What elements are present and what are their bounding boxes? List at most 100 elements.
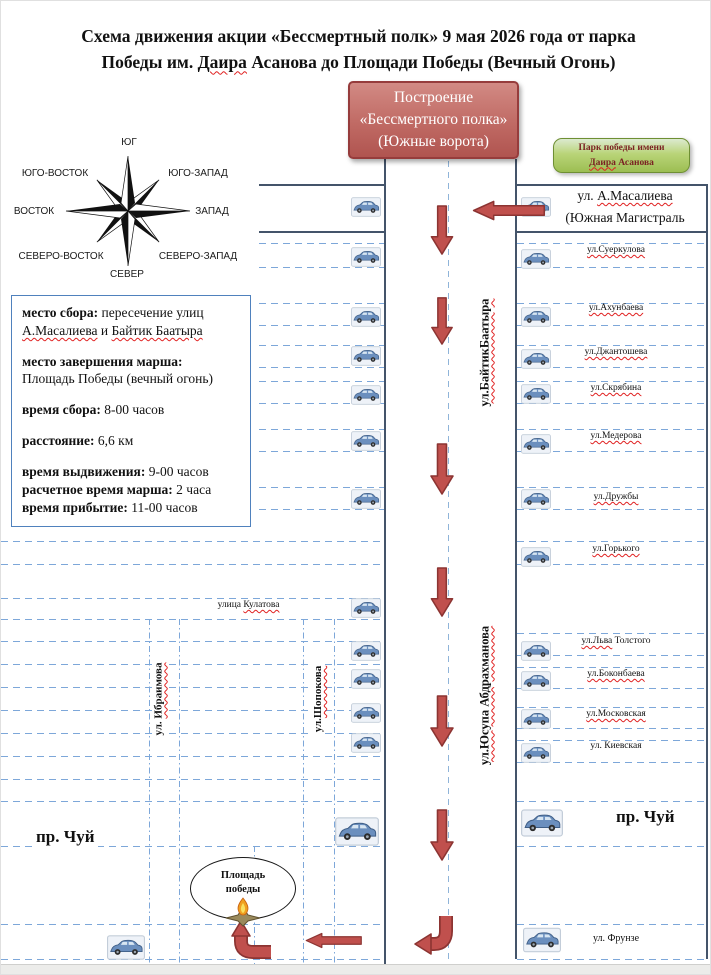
route-arrow-down-icon	[430, 297, 454, 345]
car-icon	[351, 703, 381, 723]
victory-square-line1: Площадь	[220, 870, 266, 881]
car-icon	[351, 431, 381, 451]
route-arrow-down-icon	[430, 807, 454, 863]
street-label: ул.Медерова	[590, 431, 642, 441]
street-label: ул.Горького	[592, 544, 640, 554]
street-line	[1, 959, 384, 961]
street-line	[259, 403, 384, 405]
car-icon	[521, 709, 551, 729]
info-box: место сбора: пересечение улиц А.Масалиев…	[11, 295, 251, 528]
street-line	[1, 664, 384, 666]
street-line	[517, 509, 706, 511]
street-line	[517, 688, 706, 690]
title-line1: Схема движения акции «Бессмертный полк» …	[81, 26, 636, 46]
compass-rose-icon	[65, 155, 191, 267]
street-label-masalieva: ул. А.Масалиева (Южная Магистраль	[541, 185, 709, 228]
street-label: ул.Ахунбаева	[588, 303, 644, 313]
street-label-chuy-left: пр. Чуй	[33, 827, 98, 847]
info-row: место сбора: пересечение улиц	[22, 305, 204, 320]
route-arrow-turn-up-icon	[231, 920, 271, 959]
street-line	[303, 619, 305, 964]
car-icon	[351, 669, 381, 689]
title-line2: Победы им. Даира Асанова до Площади Побе…	[101, 52, 616, 73]
car-icon	[521, 384, 551, 404]
car-icon	[521, 434, 551, 454]
route-arrow-left-icon	[469, 200, 547, 221]
car-icon	[523, 927, 561, 953]
park-box: Парк победы имени Даира Асанова	[553, 138, 690, 173]
car-icon	[351, 489, 381, 509]
street-line	[517, 667, 706, 669]
route-arrow-down-icon	[430, 443, 454, 495]
compass-label-east: ВОСТОК	[13, 206, 55, 217]
street-line	[149, 619, 151, 964]
car-icon	[351, 598, 381, 618]
street-line	[517, 303, 706, 305]
street-line	[259, 381, 384, 383]
car-icon	[521, 671, 551, 691]
car-icon	[351, 307, 381, 327]
road-center-line	[448, 161, 450, 969]
road-label-yusup-abdrakhmanov: ул.Юсупа Абдрахманова	[477, 620, 493, 771]
masalieva-line2: (Южная Магистраль	[565, 209, 685, 225]
street-line	[517, 325, 706, 327]
car-icon	[351, 733, 381, 753]
street-line	[1, 801, 384, 803]
street-line	[517, 243, 706, 245]
street-line	[1, 564, 384, 566]
street-line	[517, 655, 706, 657]
park-line2: Даира Асанова	[589, 157, 654, 168]
street-line	[517, 231, 706, 233]
car-icon	[351, 197, 381, 217]
street-line	[259, 509, 384, 511]
route-arrow-turn-left-icon	[414, 916, 453, 955]
street-line	[517, 707, 706, 709]
street-line	[259, 231, 384, 233]
street-label: ул.Скрябина	[590, 383, 642, 393]
info-row: расчетное время марша: 2 часа	[22, 481, 212, 497]
street-line	[517, 381, 706, 383]
street-line	[517, 487, 706, 489]
formation-line1: Построение	[393, 89, 474, 106]
page-bottom-strip	[1, 964, 710, 974]
street-line	[517, 345, 706, 347]
street-line	[517, 740, 706, 742]
info-row: расстояние: 6,6 км	[22, 433, 134, 449]
street-label: ул.Московская	[586, 709, 646, 719]
street-line	[1, 924, 384, 926]
info-row: А.Масалиева и Байтик Баатыра	[22, 322, 203, 338]
street-line	[517, 451, 706, 453]
street-line	[259, 487, 384, 489]
car-icon	[351, 346, 381, 366]
street-label: ул.Дружбы	[593, 492, 639, 502]
street-label: ул.Боконбаева	[587, 669, 645, 679]
street-line	[259, 429, 384, 431]
street-line	[1, 779, 384, 781]
street-label: ул.Суеркулова	[586, 245, 646, 255]
info-row: время выдвижения: 9-00 часов	[22, 463, 209, 479]
street-line	[1, 619, 384, 621]
route-arrow-down-icon	[430, 567, 454, 617]
street-line	[517, 801, 706, 803]
street-line	[706, 184, 708, 959]
street-line	[517, 728, 706, 730]
page-title: Схема движения акции «Бессмертный полк» …	[71, 23, 646, 76]
street-line	[1, 641, 384, 643]
info-row: Площадь Победы (вечный огонь)	[22, 371, 214, 387]
street-line	[517, 184, 706, 186]
road-edge-right	[515, 159, 517, 959]
compass-label-southeast: ЮГО-ВОСТОК	[21, 168, 89, 179]
street-label-chuy-right: пр. Чуй	[613, 807, 678, 827]
park-line1: Парк победы имени	[578, 143, 665, 153]
street-line	[259, 325, 384, 327]
compass-label-south: ЮГ	[121, 137, 137, 148]
car-icon	[521, 809, 563, 837]
car-icon	[107, 935, 145, 960]
street-line	[1, 756, 384, 758]
street-line	[1, 541, 384, 543]
street-line	[259, 451, 384, 453]
street-line	[517, 633, 706, 635]
street-line	[517, 267, 706, 269]
info-row: время прибытие: 11-00 часов	[22, 499, 198, 515]
